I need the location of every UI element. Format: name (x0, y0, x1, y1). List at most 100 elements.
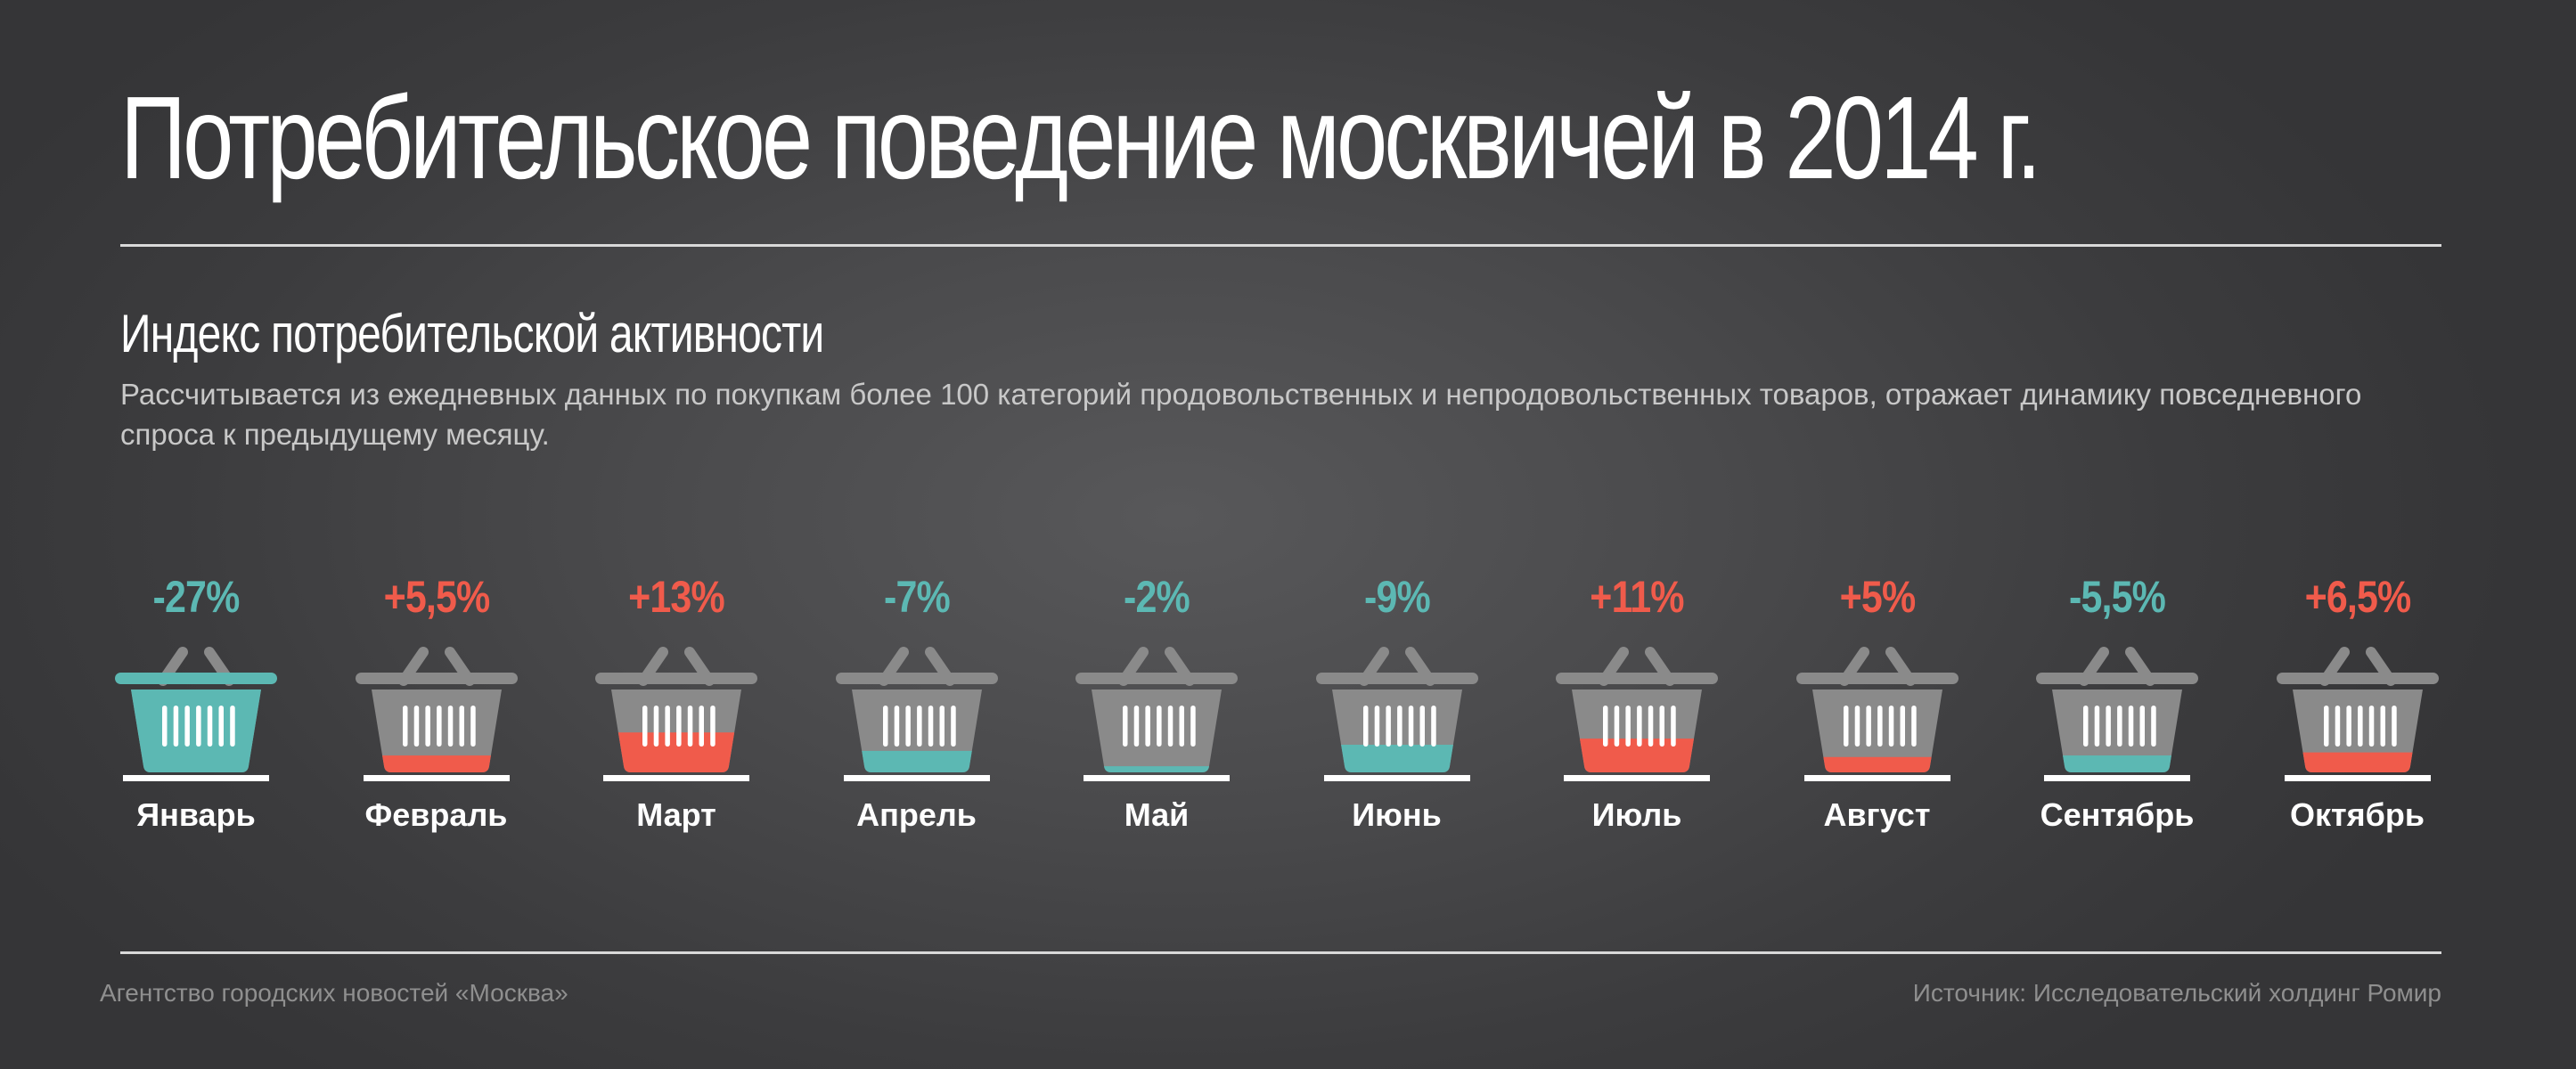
basket-slot (184, 706, 190, 747)
month-label: Февраль (364, 796, 508, 833)
basket-fill-bar (131, 690, 261, 772)
basket-slot (1179, 706, 1184, 747)
month-underline (843, 775, 990, 781)
month-label: Июнь (1352, 796, 1442, 833)
month-column: +13% Март (569, 561, 783, 855)
basket-slot (2151, 706, 2156, 747)
basket-slot (928, 706, 933, 747)
basket-rim (1075, 673, 1238, 684)
month-label: Март (636, 796, 716, 833)
basket-icon (835, 647, 998, 772)
basket-fill-bar (1811, 756, 1942, 772)
month-underline (2284, 775, 2431, 781)
basket-fill-bar (2292, 752, 2423, 772)
basket-icon (1795, 647, 1959, 772)
month-underline (1323, 775, 1470, 781)
month-column: -2% Май (1050, 561, 1263, 855)
data-label: +13% (628, 572, 725, 622)
basket-slot (424, 706, 430, 747)
basket-slot (2323, 706, 2328, 747)
basket-slot (1157, 706, 1162, 747)
basket-slot (1910, 706, 1917, 747)
month-label: Сентябрь (2040, 796, 2195, 833)
basket-rim (115, 673, 277, 684)
basket-slot (699, 706, 704, 747)
basket-fill-bar (1572, 739, 1702, 772)
source-credit: Источник: Исследовательский холдинг Роми… (1912, 979, 2441, 1007)
month-column: +5,5% Февраль (330, 561, 544, 855)
month-column: +11% Июль (1530, 561, 1744, 855)
basket-slot (2139, 706, 2145, 747)
month-column: -7% Апрель (810, 561, 1024, 855)
data-label: +6,5% (2304, 572, 2411, 622)
basket-slot (2345, 706, 2351, 747)
data-label: -5,5% (2068, 572, 2166, 622)
basket-slot (162, 706, 168, 747)
basket-slot (2368, 706, 2374, 747)
basket-icon (1315, 647, 1478, 772)
basket-slot (1145, 706, 1150, 747)
basket-slot (2380, 706, 2385, 747)
basket-icon (2036, 647, 2198, 772)
basket-slot (904, 706, 911, 747)
basket-slot (2094, 706, 2100, 747)
basket-slot (950, 706, 956, 747)
basket-slot (1659, 706, 1664, 747)
month-underline (603, 775, 749, 781)
basket-slot (1430, 706, 1436, 747)
month-underline (1803, 775, 1950, 781)
basket-slot (1625, 706, 1631, 747)
basket-slot (676, 706, 682, 747)
basket-slot (665, 706, 670, 747)
month-underline (363, 775, 510, 781)
basket-icon (2276, 647, 2439, 772)
basket-slot (653, 706, 659, 747)
basket-rim (1795, 673, 1959, 684)
basket-fill-bar (371, 755, 502, 772)
month-label: Май (1124, 796, 1190, 833)
section-description: Рассчитывается из ежедневных данных по п… (120, 378, 2362, 451)
basket-slot (173, 706, 179, 747)
month-label: Январь (136, 796, 256, 833)
data-label: -27% (152, 572, 241, 622)
basket-fill-bar (611, 732, 741, 772)
basket-rim (2036, 673, 2198, 684)
basket-slot (2117, 706, 2122, 747)
basket-rim (1556, 673, 1718, 684)
basket-rim (1315, 673, 1478, 684)
basket-rim (835, 673, 998, 684)
basket-slot (230, 706, 235, 747)
basket-slot (207, 706, 213, 747)
data-label: +11% (1590, 572, 1684, 622)
basket-fill-bar (1331, 745, 1462, 772)
basket-slot (2357, 706, 2363, 747)
month-column: -5,5% Сентябрь (2010, 561, 2224, 855)
basket-slot (459, 706, 464, 747)
basket-slot (1133, 706, 1140, 747)
basket-slot (1900, 706, 1905, 747)
month-column: -27% Январь (89, 561, 303, 855)
basket-slot (1648, 706, 1654, 747)
basket-slot (1888, 706, 1893, 747)
basket-slot (710, 706, 716, 747)
basket-slot (1123, 706, 1128, 747)
footer-divider (120, 951, 2441, 954)
basket-slot (1865, 706, 1871, 747)
basket-body (1092, 690, 1222, 772)
basket-icon (595, 647, 757, 772)
basket-slot (1843, 706, 1848, 747)
data-label: -2% (1124, 572, 1190, 622)
month-column: +5% Август (1770, 561, 1984, 855)
basket-slot (1362, 706, 1368, 747)
basket-slot (402, 706, 407, 747)
basket-slot (447, 706, 453, 747)
data-label: -7% (883, 572, 951, 622)
basket-icon (355, 647, 518, 772)
basket-slot (1167, 706, 1174, 747)
basket-fill-bar (1092, 766, 1222, 772)
data-label: +5,5% (383, 572, 490, 622)
basket-slot (939, 706, 945, 747)
month-label: Июль (1591, 796, 1682, 833)
basket-rim (2276, 673, 2439, 684)
basket-rim (355, 673, 518, 684)
